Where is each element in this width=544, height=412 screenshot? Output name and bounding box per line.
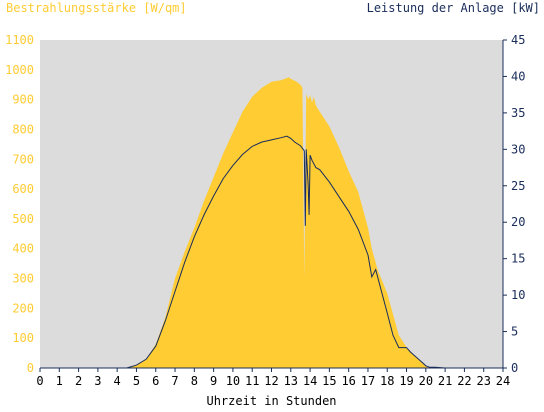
y-left-tick-label: 200 (12, 301, 34, 315)
x-tick-label: 7 (171, 374, 178, 388)
y-right-tick-label: 40 (511, 69, 525, 83)
x-tick-label: 5 (133, 374, 140, 388)
x-tick-label: 9 (210, 374, 217, 388)
x-tick-label: 14 (303, 374, 317, 388)
y-right-tick-label: 5 (511, 325, 518, 339)
x-tick-label: 2 (75, 374, 82, 388)
x-tick-label: 23 (476, 374, 490, 388)
y-left-tick-label: 300 (12, 272, 34, 286)
x-tick-label: 16 (341, 374, 355, 388)
x-tick-label: 20 (419, 374, 433, 388)
axis-layer (39, 39, 507, 372)
y-right-tick-label: 10 (511, 288, 525, 302)
y-left-tick-label: 900 (12, 93, 34, 107)
y-left-tick-label: 100 (12, 331, 34, 345)
y-right-tick-label: 20 (511, 215, 525, 229)
x-tick-label: 22 (457, 374, 471, 388)
series-layer (40, 77, 503, 369)
y-right-tick-label: 35 (511, 106, 525, 120)
power-line (40, 135, 503, 369)
y-right-tick-label: 25 (511, 179, 525, 193)
x-tick-label: 24 (496, 374, 510, 388)
y-left-tick-label: 400 (12, 242, 34, 256)
x-tick-label: 18 (380, 374, 394, 388)
x-tick-label: 6 (152, 374, 159, 388)
y-left-tick-label: 600 (12, 182, 34, 196)
x-tick-label: 19 (399, 374, 413, 388)
y-right-tick-label: 15 (511, 252, 525, 266)
y-right-tick-label: 0 (511, 361, 518, 375)
y-right-tick-label: 30 (511, 142, 525, 156)
y-left-tick-label: 0 (27, 361, 34, 375)
y-left-tick-label: 700 (12, 152, 34, 166)
y-left-tick-label: 1000 (5, 63, 34, 77)
y-right-tick-label: 45 (511, 33, 525, 47)
x-tick-label: 17 (361, 374, 375, 388)
y-left-tick-label: 1100 (5, 33, 34, 47)
x-axis-title: Uhrzeit in Stunden (206, 394, 336, 408)
y-left-tick-label: 800 (12, 122, 34, 136)
right-axis-title: Leistung der Anlage [kW] (367, 1, 540, 15)
y-left-tick-label: 500 (12, 212, 34, 226)
x-tick-label: 1 (56, 374, 63, 388)
x-tick-label: 15 (322, 374, 336, 388)
x-tick-label: 0 (36, 374, 43, 388)
x-tick-label: 4 (114, 374, 121, 388)
irradiance-area (40, 77, 503, 369)
x-tick-label: 3 (94, 374, 101, 388)
x-tick-label: 13 (284, 374, 298, 388)
label-layer: 0 1 2 3 4 5 6 7 8 9 10 11 12 13 14 15 16 17 18 19 20 21 22 23 24… (5, 33, 525, 388)
x-tick-label: 11 (245, 374, 259, 388)
x-tick-label: 8 (191, 374, 198, 388)
x-tick-label: 12 (264, 374, 278, 388)
x-tick-label: 10 (226, 374, 240, 388)
x-tick-label: 21 (438, 374, 452, 388)
left-axis-title: Bestrahlungsstärke [W/qm] (6, 1, 187, 15)
